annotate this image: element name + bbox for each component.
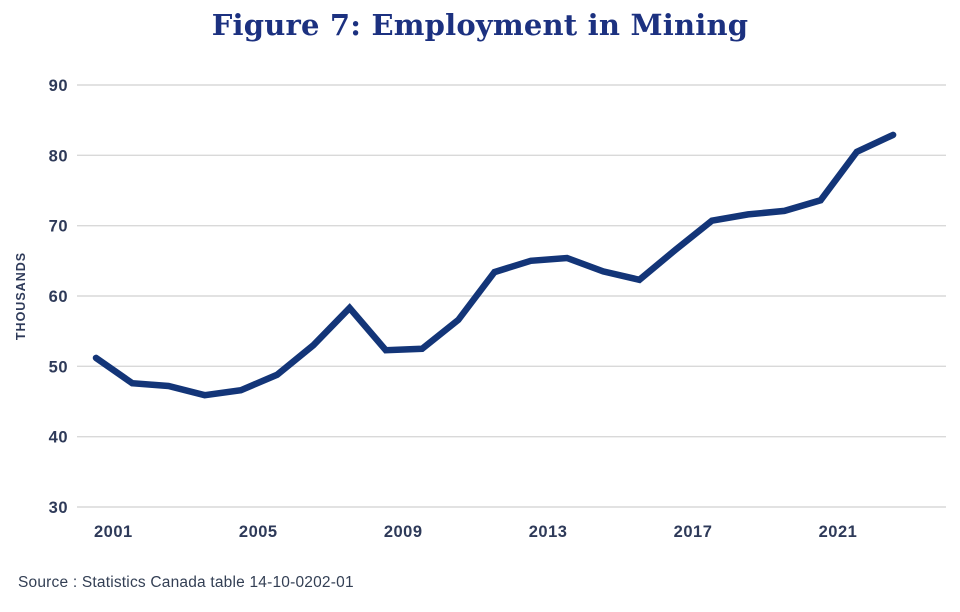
y-tick-label-50: 50 xyxy=(49,358,68,376)
employment-line-series xyxy=(92,131,897,399)
y-axis-title: THOUSANDS xyxy=(14,252,28,340)
x-tick-label-2013: 2013 xyxy=(529,523,568,541)
x-tick-label-2005: 2005 xyxy=(239,523,278,541)
y-tick-label-70: 70 xyxy=(49,218,68,236)
chart-title: Figure 7: Employment in Mining xyxy=(211,8,749,42)
x-tick-label-2001: 2001 xyxy=(94,523,133,541)
x-tick-label-2009: 2009 xyxy=(384,523,423,541)
y-tick-label-40: 40 xyxy=(49,429,68,447)
y-tick-label-80: 80 xyxy=(49,147,68,165)
y-tick-label-30: 30 xyxy=(49,499,68,517)
y-tick-label-90: 90 xyxy=(49,77,68,95)
x-tick-label-2021: 2021 xyxy=(819,523,858,541)
x-tick-label-2017: 2017 xyxy=(674,523,713,541)
source-note: Source : Statistics Canada table 14-10-0… xyxy=(18,574,354,591)
y-tick-label-60: 60 xyxy=(49,288,68,306)
